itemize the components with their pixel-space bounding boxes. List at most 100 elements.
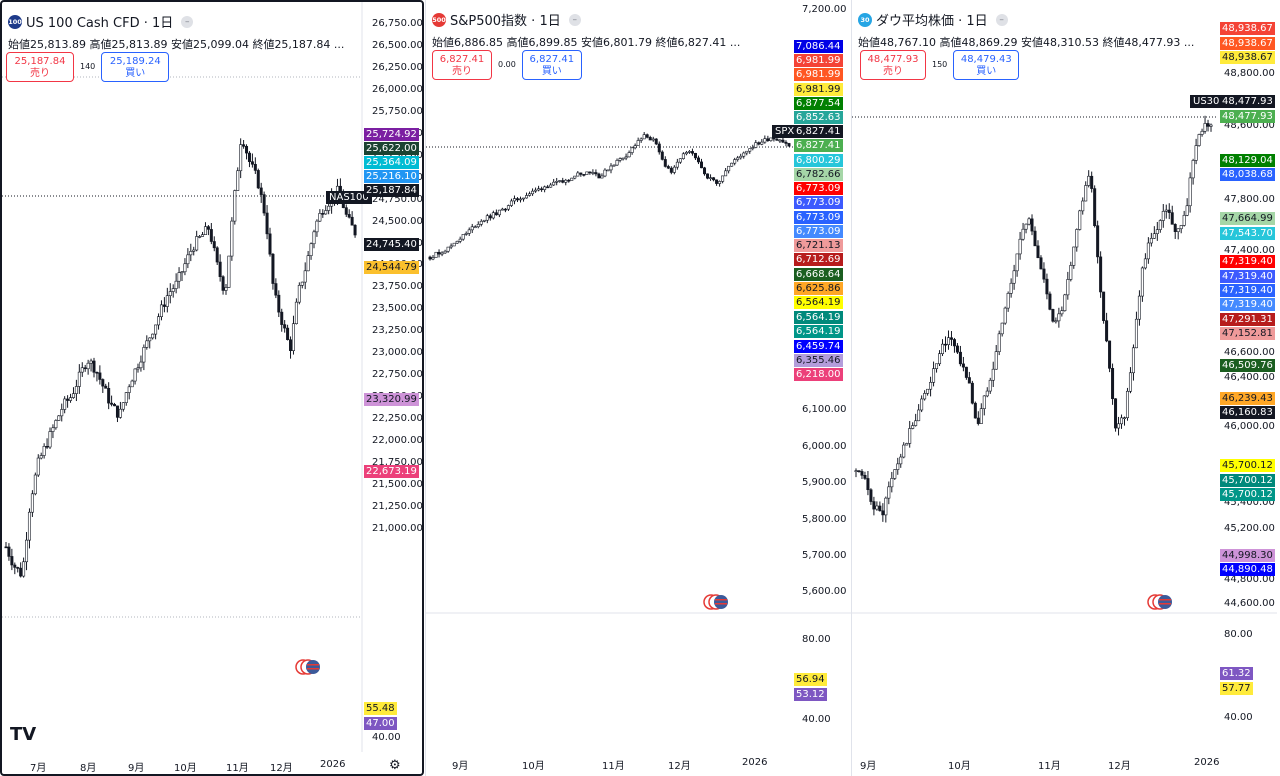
- price-tag: 44,998.30: [1220, 549, 1275, 562]
- candle-body: [13, 564, 17, 568]
- candle-body: [1149, 238, 1153, 244]
- buy-button[interactable]: 48,479.43 買い: [953, 50, 1020, 80]
- ohlc-values: 始値6,886.85 高値6,899.85 安値6,801.79 終値6,827…: [432, 36, 741, 49]
- price-tick-label: 47,400.00: [1224, 245, 1275, 256]
- candle-body: [519, 198, 523, 201]
- candle-body: [917, 409, 921, 422]
- candle-body: [1075, 229, 1079, 248]
- pane-divider[interactable]: [425, 0, 426, 776]
- candle-body: [657, 143, 661, 153]
- candle-body: [236, 170, 240, 191]
- candle-body: [1021, 228, 1025, 240]
- candle-body: [139, 361, 143, 369]
- candle-body: [558, 180, 562, 182]
- candle-body: [350, 216, 354, 226]
- candle-body: [721, 175, 725, 182]
- price-tag: 6,773.09: [794, 211, 843, 224]
- minus-icon[interactable]: –: [181, 15, 194, 28]
- candle-body: [1030, 218, 1034, 232]
- candle-body: [935, 363, 939, 369]
- chart-pane-spx[interactable]: 500 S&P500指数 · 1日 – 始値6,886.85 高値6,899.8…: [426, 0, 851, 776]
- settings-gear-icon[interactable]: ⚙: [389, 758, 401, 773]
- buy-button[interactable]: 6,827.41 買い: [521, 50, 582, 80]
- candle-body: [98, 372, 102, 380]
- candle-body: [171, 288, 175, 292]
- candle-body: [294, 301, 298, 325]
- candle-body: [781, 139, 785, 143]
- candle-body: [902, 444, 906, 458]
- candle-body: [1188, 177, 1192, 207]
- candle-body: [157, 316, 161, 326]
- candle-body: [89, 360, 93, 364]
- price-tag: 46,160.83: [1220, 406, 1275, 419]
- candle-body: [1134, 318, 1138, 349]
- candle-body: [218, 261, 222, 277]
- symbol-legend[interactable]: 500 S&P500指数 · 1日 –: [432, 10, 581, 29]
- sell-button[interactable]: 6,827.41 売り: [432, 50, 492, 80]
- buy-button[interactable]: 25,189.24 買い: [101, 52, 170, 82]
- price-tag: 48,938.67: [1220, 37, 1275, 50]
- chart-pane-nas100[interactable]: 100 US 100 Cash CFD · 1日 – 始値25,813.89 高…: [0, 0, 424, 776]
- candle-body: [177, 272, 181, 282]
- minus-icon[interactable]: –: [568, 13, 581, 26]
- sell-button[interactable]: 48,477.93 売り: [860, 50, 926, 80]
- candle-body: [467, 229, 471, 234]
- candle-body: [881, 510, 885, 516]
- candle-body: [159, 304, 163, 317]
- candle-body: [1194, 145, 1198, 161]
- price-tick-label: 22,000.00: [372, 435, 423, 447]
- candle-body: [600, 175, 604, 179]
- candle-body: [133, 368, 137, 382]
- us-flag-icon[interactable]: [294, 659, 320, 675]
- symbol-legend[interactable]: 100 US 100 Cash CFD · 1日 –: [8, 12, 194, 31]
- price-tick-label: 46,600.00: [1224, 347, 1275, 358]
- candle-body: [678, 158, 682, 163]
- price-tag: 6,877.54: [794, 97, 843, 110]
- symbol-logo-icon: 30: [858, 12, 872, 27]
- x-tick-label: 7月: [30, 763, 47, 774]
- candle-body: [189, 251, 193, 256]
- candle-body: [899, 456, 903, 465]
- us-flag-icon[interactable]: [702, 594, 728, 610]
- sell-label: 売り: [30, 68, 50, 79]
- sell-button[interactable]: 25,187.84 売り: [6, 52, 74, 82]
- candle-body: [712, 177, 716, 181]
- price-tag: 45,700.12: [1220, 474, 1275, 487]
- candle-body: [739, 155, 743, 159]
- candle-body: [929, 382, 933, 390]
- candle-body: [766, 138, 770, 141]
- x-tick-label: 12月: [1108, 761, 1131, 772]
- price-tick-label: 7,200.00: [802, 4, 847, 15]
- price-tick-label: 26,250.00: [372, 61, 423, 73]
- candle-body: [101, 379, 105, 387]
- symbol-legend[interactable]: 30 ダウ平均株価 · 1日 –: [858, 10, 1008, 29]
- candle-body: [979, 408, 983, 424]
- candle-body: [757, 142, 761, 145]
- candle-body: [1152, 233, 1156, 239]
- chart-pane-us30[interactable]: 30 ダウ平均株価 · 1日 – 始値48,767.10 高値48,869.29…: [852, 0, 1280, 776]
- symbol-title: ダウ平均株価 · 1日: [876, 14, 988, 29]
- us-flag-icon[interactable]: [1146, 594, 1172, 610]
- price-tag: 6,827.41: [794, 125, 843, 138]
- price-tag: 47,664.99: [1220, 212, 1275, 225]
- candle-body: [57, 415, 61, 421]
- price-tag: 47,319.40: [1220, 255, 1275, 268]
- candle-body: [168, 291, 172, 296]
- candle-body: [543, 186, 547, 190]
- pane-divider[interactable]: [851, 0, 852, 776]
- candle-body: [531, 190, 535, 195]
- candle-body: [866, 478, 870, 491]
- candle-body: [500, 208, 504, 211]
- candle-body: [1122, 417, 1126, 420]
- sell-label: 売り: [452, 66, 472, 77]
- price-tick-label: 44,600.00: [1224, 598, 1275, 609]
- candle-body: [268, 233, 272, 255]
- candle-body: [1203, 123, 1207, 132]
- candle-body: [654, 138, 658, 145]
- candle-body: [461, 234, 465, 240]
- minus-icon[interactable]: –: [995, 13, 1008, 26]
- price-tag: 24,544.79: [364, 261, 419, 274]
- candle-body: [1027, 218, 1031, 225]
- candle-body: [309, 243, 313, 256]
- candle-body: [534, 189, 538, 192]
